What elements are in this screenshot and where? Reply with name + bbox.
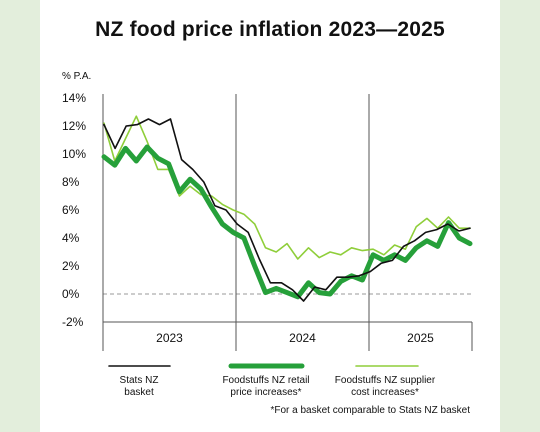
chart-title: NZ food price inflation 2023—2025 bbox=[95, 18, 445, 41]
y-tick-label: 2% bbox=[62, 259, 80, 273]
x-group-label: 2024 bbox=[289, 331, 316, 345]
y-tick-label: 6% bbox=[62, 203, 80, 217]
series-line-1 bbox=[103, 118, 471, 302]
y-tick-label: 10% bbox=[62, 147, 86, 161]
y-tick-label: 14% bbox=[62, 91, 86, 105]
legend-label-line: cost increases* bbox=[351, 387, 419, 398]
y-tick-label: 12% bbox=[62, 119, 86, 133]
legend-label: Foodstuffs NZ retail price increases* bbox=[222, 375, 309, 398]
legend-label: Stats NZ basket bbox=[120, 375, 159, 398]
series-line-3 bbox=[103, 115, 471, 260]
chart-axes: % P.A. -2% 0% 2% 4% 6% 8% 10% 12% 14% 2023 2024 2025 bbox=[62, 71, 473, 351]
legend-label-line: Foodstuffs NZ retail bbox=[222, 375, 309, 386]
x-group-label: 2023 bbox=[156, 331, 183, 345]
series-line-2 bbox=[101, 144, 473, 300]
y-tick-label: -2% bbox=[62, 315, 84, 329]
legend-label-line: basket bbox=[124, 387, 154, 398]
legend-label-line: price increases* bbox=[230, 387, 301, 398]
legend-label-line: Foodstuffs NZ supplier bbox=[335, 375, 436, 386]
y-tick-label: 4% bbox=[62, 231, 80, 245]
chart-legend: Stats NZ basket Foodstuffs NZ retail price … bbox=[108, 363, 436, 398]
footnote: *For a basket comparable to Stats NZ bas… bbox=[270, 405, 470, 416]
y-tick-label: 0% bbox=[62, 287, 80, 301]
x-group-label: 2025 bbox=[407, 331, 434, 345]
right-background-band bbox=[500, 0, 540, 432]
y-axis-unit-label: % P.A. bbox=[62, 71, 91, 82]
legend-label-line: Stats NZ bbox=[120, 375, 159, 386]
chart-series-lines bbox=[101, 115, 473, 302]
legend-label: Foodstuffs NZ supplier cost increases* bbox=[335, 375, 436, 398]
y-tick-label: 8% bbox=[62, 175, 80, 189]
left-background-band bbox=[0, 0, 40, 432]
